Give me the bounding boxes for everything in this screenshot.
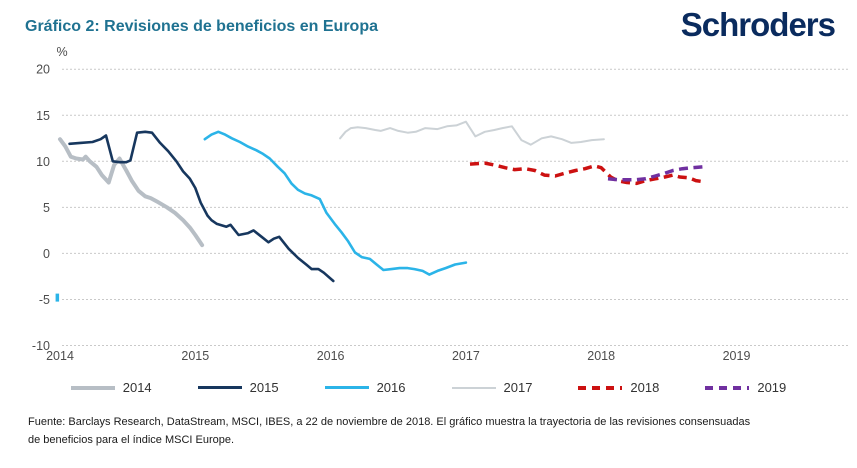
y-tick-label: 5 xyxy=(43,201,50,215)
series-line-2018 xyxy=(469,161,703,186)
y-tick-label: 20 xyxy=(36,63,50,77)
x-tick-label: 2016 xyxy=(317,349,345,363)
x-tick-label: 2019 xyxy=(723,349,751,363)
x-tick-label: 2014 xyxy=(46,349,74,363)
legend-label-2019: 2019 xyxy=(757,380,787,395)
y-tick-label: -5 xyxy=(39,293,50,307)
stray-cyan-mark xyxy=(55,293,60,302)
series-line-2014 xyxy=(58,137,205,248)
legend-label-2015: 2015 xyxy=(249,380,279,395)
x-tick-label: 2015 xyxy=(181,349,209,363)
legend-item-2018: 2018 xyxy=(578,380,659,395)
legend-label-2014: 2014 xyxy=(122,380,152,395)
y-tick-label: 10 xyxy=(36,155,50,169)
source-note: Fuente: Barclays Research, DataStream, M… xyxy=(28,414,840,449)
legend-item-2019: 2019 xyxy=(705,380,786,395)
legend-item-2015: 2015 xyxy=(197,380,279,395)
legend-item-2014: 2014 xyxy=(70,380,152,395)
page-title: Gráfico 2: Revisiones de beneficios en E… xyxy=(25,18,378,35)
legend-label-2018: 2018 xyxy=(630,380,660,395)
series-line-2017 xyxy=(339,120,605,146)
legend-item-2016: 2016 xyxy=(324,380,406,395)
schroders-logo: Schroders xyxy=(680,6,836,43)
series-line-2019 xyxy=(607,165,703,182)
legend-swatch-2014 xyxy=(70,385,115,390)
series-line-2015 xyxy=(68,130,335,283)
series-line-2016 xyxy=(203,130,468,276)
y-axis-unit-label: % xyxy=(56,45,67,59)
legend-label-2017: 2017 xyxy=(503,380,533,395)
legend-swatch-2016 xyxy=(324,386,369,389)
source-note-line2: de beneficios para el índice MSCI Europe… xyxy=(28,433,235,446)
legend-label-2016: 2016 xyxy=(376,380,406,395)
legend-item-2017: 2017 xyxy=(451,380,533,395)
x-tick-label: 2017 xyxy=(452,349,480,363)
legend-swatch-2018 xyxy=(578,385,623,390)
y-tick-label: 0 xyxy=(43,247,50,261)
y-tick-label: 15 xyxy=(36,109,50,123)
source-note-line1: Fuente: Barclays Research, DataStream, M… xyxy=(28,416,751,428)
y-tick-label: -10 xyxy=(32,339,50,353)
legend-swatch-2015 xyxy=(197,386,242,389)
legend-swatch-2017 xyxy=(451,386,496,389)
legend-swatch-2019 xyxy=(705,385,750,390)
chart-legend: 2014 2015 2016 2017 2018 2019 xyxy=(0,380,857,395)
x-tick-label: 2018 xyxy=(587,349,615,363)
